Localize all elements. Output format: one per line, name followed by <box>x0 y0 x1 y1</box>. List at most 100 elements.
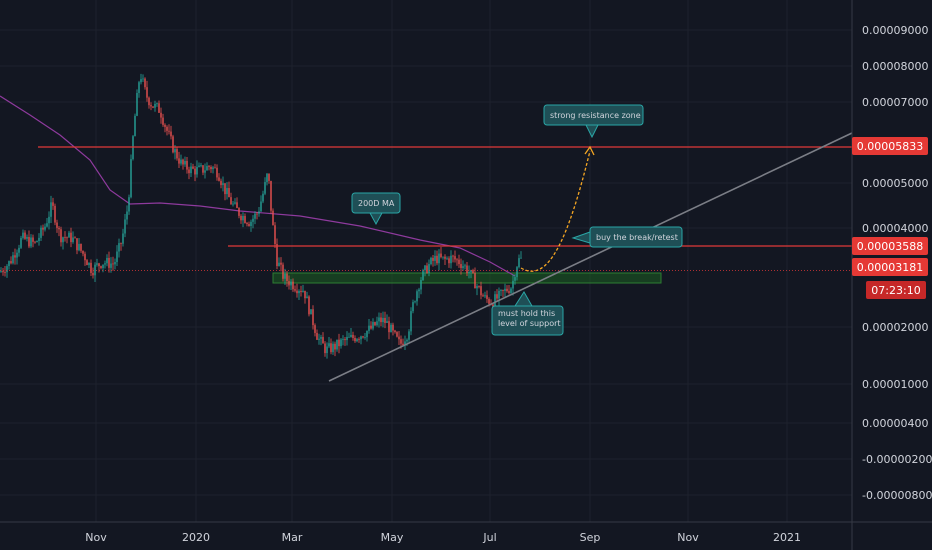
candle-body <box>36 241 38 243</box>
y-tick-label: 0.00004000 <box>862 222 928 235</box>
candle-body <box>236 202 238 209</box>
candle-body <box>96 263 98 265</box>
candle-body <box>254 213 256 219</box>
candle-body <box>6 266 8 273</box>
candle-body <box>386 321 388 323</box>
candle-body <box>232 203 234 205</box>
x-tick-label: Mar <box>282 531 303 544</box>
candle-body <box>470 270 472 273</box>
candle-body <box>12 255 14 264</box>
candle-body <box>402 343 404 346</box>
candle-body <box>376 321 378 326</box>
candle-body <box>280 262 282 265</box>
candle-body <box>322 337 324 344</box>
candle-body <box>446 258 448 260</box>
candle-body <box>450 255 452 264</box>
candle-body <box>346 336 348 341</box>
candle-body <box>196 166 198 175</box>
price-badge <box>852 137 928 155</box>
candle-body <box>276 244 278 266</box>
candle-body <box>68 232 70 238</box>
candle-body <box>424 265 426 271</box>
candle-body <box>208 166 210 167</box>
candle-body <box>422 270 424 281</box>
annotation-box <box>589 226 683 248</box>
candle-body <box>210 166 212 170</box>
candle-body <box>144 78 146 88</box>
candle-body <box>468 272 470 274</box>
candle-body <box>202 165 204 173</box>
candle-body <box>318 338 320 340</box>
candle-body <box>148 97 150 106</box>
candle-body <box>462 266 464 268</box>
candle-body <box>302 290 304 292</box>
candle-body <box>220 180 222 186</box>
candle-body <box>76 238 78 251</box>
candle-body <box>482 295 484 297</box>
candle-body <box>266 173 268 183</box>
candle-body <box>420 280 422 290</box>
candle-body <box>204 170 206 173</box>
candle-body <box>274 225 276 245</box>
candle-body <box>268 173 270 181</box>
candle-body <box>176 149 178 159</box>
y-tick-label: 0.00000400 <box>862 417 928 430</box>
candle-body <box>78 243 80 251</box>
candle-body <box>368 325 370 331</box>
candle-body <box>508 291 510 293</box>
candle-body <box>22 232 24 238</box>
x-tick-label: Jul <box>482 531 496 544</box>
candle-body <box>504 288 506 291</box>
candle-body <box>20 237 22 248</box>
ma-200d-line <box>0 95 516 277</box>
x-tick-label: 2020 <box>182 531 210 544</box>
candle-body <box>406 339 408 342</box>
ascending-trendline <box>328 132 853 382</box>
candle-body <box>416 291 418 302</box>
candle-body <box>90 262 92 273</box>
candle-body <box>392 324 394 331</box>
candle-body <box>182 159 184 165</box>
candle-body <box>238 208 240 216</box>
candle-body <box>142 78 144 80</box>
annotation-resistance-text: strong resistance zone <box>550 111 641 120</box>
candle-body <box>214 167 216 169</box>
annotation-box <box>491 305 564 336</box>
candle-body <box>128 197 130 212</box>
candle-body <box>110 263 112 268</box>
candle-body <box>70 232 72 243</box>
candle-body <box>54 205 56 223</box>
candle-body <box>212 167 214 170</box>
annotation-pointer <box>514 291 533 307</box>
candle-body <box>374 322 376 326</box>
candle-body <box>314 325 316 333</box>
candle-body <box>426 265 428 274</box>
candle-body <box>496 294 498 299</box>
candle-body <box>412 302 414 312</box>
candle-body <box>48 216 50 224</box>
candle-body <box>234 202 236 204</box>
candle-body <box>328 343 330 347</box>
candle-body <box>100 266 102 268</box>
candle-body <box>448 258 450 264</box>
candle-body <box>180 159 182 164</box>
y-tick-label: 0.00008000 <box>862 60 928 73</box>
horizontal-levels-layer <box>0 146 852 271</box>
candle-body <box>250 221 252 226</box>
candle-body <box>218 177 220 181</box>
candle-body <box>418 289 420 292</box>
candle-body <box>352 334 354 338</box>
candle-body <box>324 343 326 354</box>
candle-body <box>124 219 126 234</box>
candle-body <box>50 202 52 217</box>
candle-body <box>284 273 286 279</box>
candle-body <box>66 237 68 239</box>
candle-body <box>170 131 172 137</box>
candle-body <box>126 211 128 220</box>
candle-body <box>240 215 242 221</box>
candle-body <box>156 103 158 105</box>
candle-body <box>160 112 162 118</box>
candle-body <box>290 281 292 286</box>
candle-body <box>516 267 518 278</box>
